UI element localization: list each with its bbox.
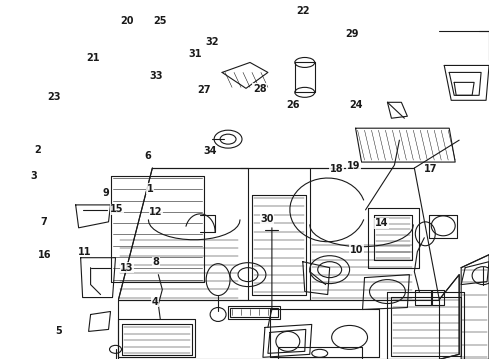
Bar (228, 306, 280, 319)
Text: 28: 28 (253, 84, 267, 94)
Text: 29: 29 (345, 29, 359, 39)
Text: 11: 11 (78, 247, 92, 257)
Text: 8: 8 (153, 257, 160, 267)
Text: 9: 9 (102, 188, 109, 198)
Text: 31: 31 (189, 49, 202, 59)
Text: 16: 16 (38, 250, 51, 260)
Text: 25: 25 (153, 17, 166, 27)
Text: 17: 17 (424, 163, 437, 174)
Text: 20: 20 (120, 17, 134, 27)
Text: 6: 6 (144, 150, 151, 161)
Text: 33: 33 (149, 71, 163, 81)
Text: 13: 13 (120, 263, 134, 273)
Text: 19: 19 (346, 161, 360, 171)
Text: 18: 18 (330, 163, 343, 174)
Text: 5: 5 (55, 325, 62, 336)
Text: 2: 2 (34, 144, 41, 154)
Text: 14: 14 (375, 218, 389, 228)
Text: 34: 34 (203, 145, 217, 156)
Text: 7: 7 (41, 217, 47, 227)
Text: 1: 1 (147, 184, 153, 194)
Bar (230, 307, 278, 318)
Text: 10: 10 (349, 245, 363, 255)
Text: 32: 32 (205, 37, 219, 47)
Text: 4: 4 (151, 297, 158, 307)
Text: 21: 21 (86, 53, 99, 63)
Text: 24: 24 (349, 100, 363, 111)
Text: 23: 23 (47, 92, 60, 102)
Text: 26: 26 (286, 100, 299, 111)
Text: 27: 27 (197, 85, 210, 95)
Text: 30: 30 (260, 214, 274, 224)
Text: 15: 15 (110, 204, 124, 215)
Text: 22: 22 (296, 6, 309, 16)
Text: 3: 3 (31, 171, 38, 181)
Text: 12: 12 (149, 207, 163, 217)
